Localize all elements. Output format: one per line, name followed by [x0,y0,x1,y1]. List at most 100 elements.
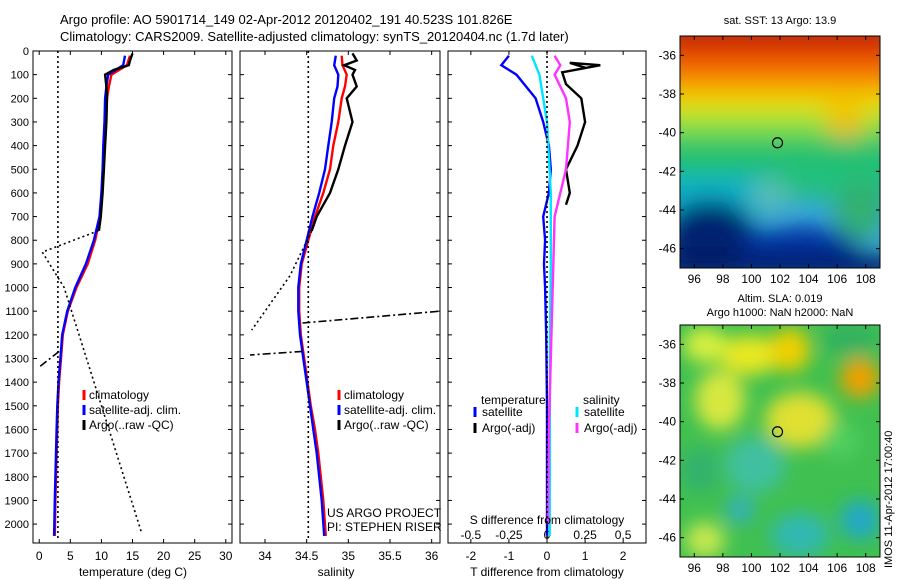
temp-guide-line-4 [41,230,143,534]
temp-xtick-label: 25 [188,549,202,563]
temp-ytick-label: 1000 [5,283,29,295]
temp-ytick-label: 1600 [5,424,29,436]
sla-map-ytick-label: -42 [659,453,677,467]
sst-map-ytick-label: -46 [659,242,677,256]
temp-ytick-label: 1900 [5,495,29,507]
temp-series-argo-raw-qc- [97,53,134,231]
diff-xtick-label: -2 [466,549,477,563]
temp-series-satellite-adj-clim- [52,55,127,536]
sst-map-image [680,36,880,268]
diff-series-satellite [530,55,552,536]
sla-map-ytick-label: -46 [659,531,677,545]
temp-ytick-label: 400 [11,141,29,153]
temp-ytick-label: 100 [11,70,29,82]
temp-xtick-label: 5 [67,549,74,563]
diff-series-group [499,51,601,539]
sst-map-xtick-label: 108 [856,272,876,286]
temp-xtick-label: 15 [126,549,140,563]
sst-map-xtick-label: 102 [770,272,790,286]
sst-map-ytick-label: -38 [659,87,677,101]
sla-map-image [680,325,880,557]
figure-title-line1: Argo profile: AO 5901714_149 02-Apr-2012… [60,12,513,27]
temp-xtick-label: 0 [36,549,43,563]
diff-top-tick-label: 0.25 [573,528,597,542]
sst-map-ytick-label: -40 [659,126,677,140]
diff-xtick-label: 1 [582,549,589,563]
sst-map-xtick-label: 96 [688,272,702,286]
diff-series-argo-adj- [560,61,601,206]
sst-map-ytick-label: -42 [659,164,677,178]
temp-ytick-label: 1200 [5,330,29,342]
temp-ytick-label: 2000 [5,519,29,531]
sla-map-xtick-label: 96 [688,561,702,575]
sla-map-xtick-label: 106 [827,561,847,575]
temp-ytick-label: 600 [11,188,29,200]
temperature-xlabel: temperature (deg C) [79,565,187,579]
sla-map-ytick-label: -40 [659,415,677,429]
sal-legend-label: Argo(..raw -QC) [344,418,429,432]
sst-map-axes: 96 98 100 102 104 106 108 -36 -38 -40 -42 -44 -46 [659,36,880,286]
sst-map-ytick-label: -44 [659,203,677,217]
sla-map-axes: 96 98 100 102 104 106 108 -36 -38 -40 -42 -44 -46 [659,325,880,575]
difference-xlabel: T difference from climatology [470,565,624,579]
diff-top-tick-label: 0.5 [615,528,632,542]
diff-xtick-label: 0 [544,549,551,563]
sla-map-title-line2: Argo h1000: NaN h2000: NaN [707,307,854,319]
salinity-panel: 34 34.5 35 35.5 36 climatologysatellite-adj. … [239,50,441,563]
sst-map-float-marker [771,137,784,149]
temp-series-group [37,51,143,539]
credit-line2: PI: STEPHEN RISER [327,520,442,534]
temp-ytick-label: 500 [11,164,29,176]
sal-guide-line-6 [249,350,303,356]
side-stamp: IMOS 11-Apr-2012 17:00:40 [883,431,895,568]
sal-guide-line-4 [251,230,313,331]
diff-legend-label: satellite [482,405,523,419]
temp-ytick-label: 0 [23,46,29,58]
credit-line1: US ARGO PROJECT [327,506,442,520]
sst-map-xtick-label: 98 [716,272,730,286]
sst-map-xtick-label: 100 [741,272,761,286]
temp-ytick-label: 1300 [5,354,29,366]
sal-xtick-label: 34 [258,549,272,563]
temp-legend-label: climatology [89,388,149,402]
temp-xtick-label: 20 [157,549,171,563]
temp-legend-label: satellite-adj. clim. [89,403,181,417]
sla-map-float-marker [771,426,784,438]
sla-map-xtick-label: 100 [741,561,761,575]
temp-ytick-label: 1100 [5,306,29,318]
temp-ytick-label: 200 [11,93,29,105]
sal-xtick-label: 36 [425,549,439,563]
sla-map-title-line1: Altim. SLA: 0.019 [738,293,823,305]
diff-legend-label: satellite [584,405,625,419]
salinity-xlabel: salinity [318,565,355,579]
diff-xtick-label: -1 [504,549,515,563]
sla-map-ytick-label: -38 [659,376,677,390]
sst-map-xtick-label: 106 [827,272,847,286]
diff-top-tick-label: -0.25 [495,528,523,542]
sal-xtick-label: 35 [342,549,356,563]
temp-ytick-label: 1800 [5,472,29,484]
sla-map-xtick-label: 104 [799,561,819,575]
sal-series-satellite-adj-clim- [297,55,340,536]
sal-legend-label: satellite-adj. clim. [344,403,436,417]
sal-series-group [249,51,440,539]
temp-ytick-label: 800 [11,235,29,247]
sal-axes-frame [239,50,441,544]
temp-ytick-label: 900 [11,259,29,271]
sla-map-ytick-label: -44 [659,492,677,506]
sal-xtick-label: 34.5 [295,549,319,563]
diff-legend-group-temperature: temperature [481,393,546,407]
temp-xtick-label: 10 [95,549,109,563]
sst-map-ytick-label: -36 [659,48,677,62]
sla-map-xtick-label: 102 [770,561,790,575]
sla-map-ytick-label: -36 [659,337,677,351]
diff-legend-label: Argo(-adj) [482,421,535,435]
sal-legend-label: climatology [344,388,404,402]
diff-series-argo-adj- [546,55,572,525]
temp-axes-frame [32,50,233,544]
temp-xtick-label: 30 [219,549,233,563]
sst-map-xtick-label: 104 [799,272,819,286]
sla-map-xtick-label: 98 [716,561,730,575]
